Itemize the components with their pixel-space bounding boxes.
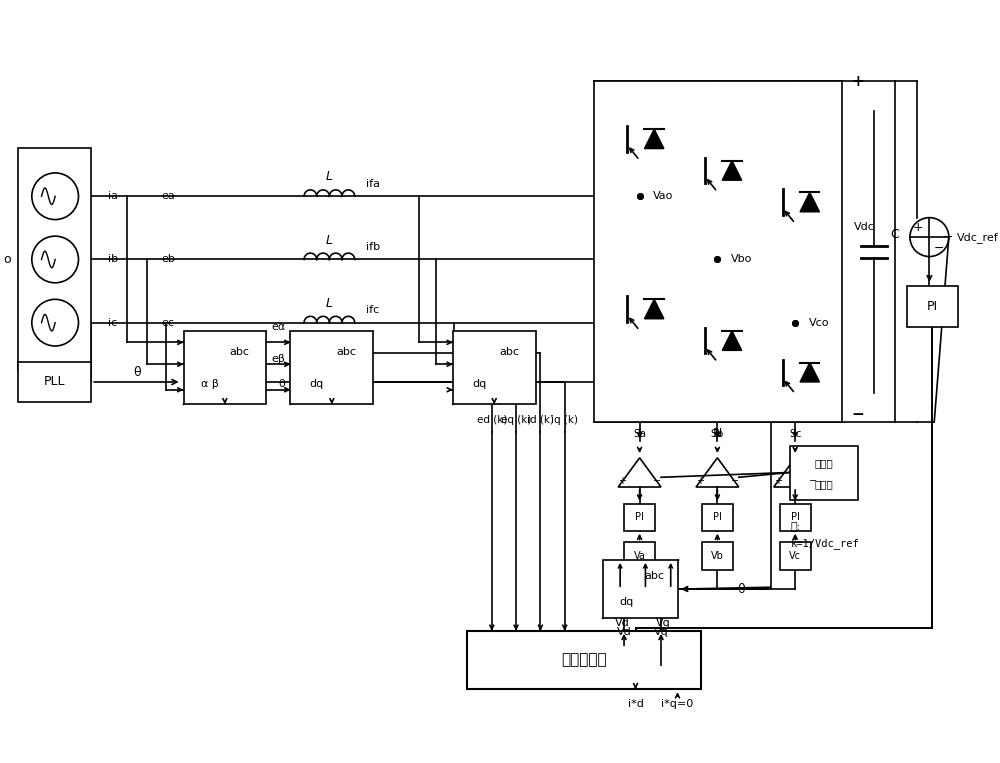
Polygon shape xyxy=(800,362,819,382)
Text: Vbo: Vbo xyxy=(731,254,752,265)
Polygon shape xyxy=(644,299,664,319)
Text: ifb: ifb xyxy=(366,242,380,252)
Text: dq: dq xyxy=(620,597,634,607)
Text: +: + xyxy=(696,476,704,486)
Text: L: L xyxy=(326,297,333,310)
Text: −: − xyxy=(934,243,944,256)
Text: o: o xyxy=(3,253,10,266)
Text: abc: abc xyxy=(499,347,519,357)
Text: −: − xyxy=(852,407,864,422)
Text: PI: PI xyxy=(635,512,644,522)
Bar xyxy=(290,331,373,404)
Text: iq (k): iq (k) xyxy=(551,415,578,425)
Bar xyxy=(907,285,958,327)
Text: PI: PI xyxy=(927,300,938,313)
Text: 注:: 注: xyxy=(790,522,801,532)
Text: C: C xyxy=(890,227,899,240)
Polygon shape xyxy=(722,331,742,350)
Bar xyxy=(624,542,655,570)
Text: dq: dq xyxy=(472,379,486,389)
Bar xyxy=(780,542,811,570)
Text: abc: abc xyxy=(230,347,250,357)
Text: Vb: Vb xyxy=(711,551,724,561)
Text: +: + xyxy=(912,221,923,234)
Text: Vc: Vc xyxy=(789,551,801,561)
Text: Sb: Sb xyxy=(711,429,724,439)
Text: θ: θ xyxy=(134,365,141,378)
Bar xyxy=(702,504,733,531)
Text: L: L xyxy=(326,233,333,246)
Text: ia: ia xyxy=(108,192,118,201)
Text: eα: eα xyxy=(271,321,286,332)
Text: θ: θ xyxy=(737,583,744,596)
Polygon shape xyxy=(800,192,819,212)
Text: +: + xyxy=(618,476,626,486)
Bar xyxy=(780,504,811,531)
Text: 发生器: 发生器 xyxy=(815,479,834,489)
Bar xyxy=(790,446,858,500)
Bar xyxy=(594,82,842,422)
Text: −: − xyxy=(809,476,817,486)
Text: 无差拍控制: 无差拍控制 xyxy=(561,652,607,668)
Text: Vco: Vco xyxy=(809,317,829,327)
Text: PI: PI xyxy=(791,512,800,522)
Text: ib: ib xyxy=(108,254,118,265)
Text: eq (k): eq (k) xyxy=(501,415,531,425)
Text: k=1/Vdc_ref: k=1/Vdc_ref xyxy=(790,538,859,549)
Text: abc: abc xyxy=(337,347,357,357)
Text: Vq: Vq xyxy=(654,627,668,637)
Text: ic: ic xyxy=(108,317,117,327)
Bar xyxy=(702,542,733,570)
Text: N: N xyxy=(713,427,722,440)
Text: dq: dq xyxy=(310,379,324,389)
Text: i*q=0: i*q=0 xyxy=(661,699,694,709)
Text: +: + xyxy=(852,74,864,89)
Text: α β: α β xyxy=(201,379,219,389)
Text: ed (k): ed (k) xyxy=(477,415,507,425)
Text: Vdc_ref: Vdc_ref xyxy=(957,232,998,243)
Text: PLL: PLL xyxy=(44,375,65,388)
Text: Vdc: Vdc xyxy=(854,222,874,233)
Text: ea: ea xyxy=(161,192,175,201)
Text: +: + xyxy=(774,476,782,486)
Text: Va: Va xyxy=(634,551,646,561)
Text: id (k): id (k) xyxy=(527,415,554,425)
Text: PI: PI xyxy=(713,512,722,522)
Text: Vq: Vq xyxy=(656,618,670,628)
Text: i*d: i*d xyxy=(628,699,643,709)
Bar xyxy=(453,331,536,404)
Text: ifa: ifa xyxy=(366,179,380,188)
Bar xyxy=(184,331,266,404)
Polygon shape xyxy=(644,129,664,149)
Bar xyxy=(624,504,655,531)
Bar xyxy=(18,362,91,402)
Bar xyxy=(603,560,678,618)
Text: Sc: Sc xyxy=(789,429,801,439)
Bar xyxy=(467,631,701,689)
Text: abc: abc xyxy=(644,571,664,581)
Text: −: − xyxy=(653,476,661,486)
Text: ec: ec xyxy=(161,317,174,327)
Text: eb: eb xyxy=(161,254,175,265)
Text: Sa: Sa xyxy=(633,429,646,439)
Text: Vd: Vd xyxy=(615,618,629,628)
Text: Vao: Vao xyxy=(653,192,674,201)
Text: ifc: ifc xyxy=(366,305,380,315)
Bar xyxy=(18,147,91,372)
Polygon shape xyxy=(722,161,742,180)
Text: −: − xyxy=(731,476,739,486)
Text: 三角波: 三角波 xyxy=(815,458,834,468)
Text: eβ: eβ xyxy=(272,354,286,364)
Text: Vd: Vd xyxy=(617,627,631,637)
Text: −: − xyxy=(943,230,953,243)
Text: L: L xyxy=(326,170,333,183)
Text: θ: θ xyxy=(279,379,286,389)
